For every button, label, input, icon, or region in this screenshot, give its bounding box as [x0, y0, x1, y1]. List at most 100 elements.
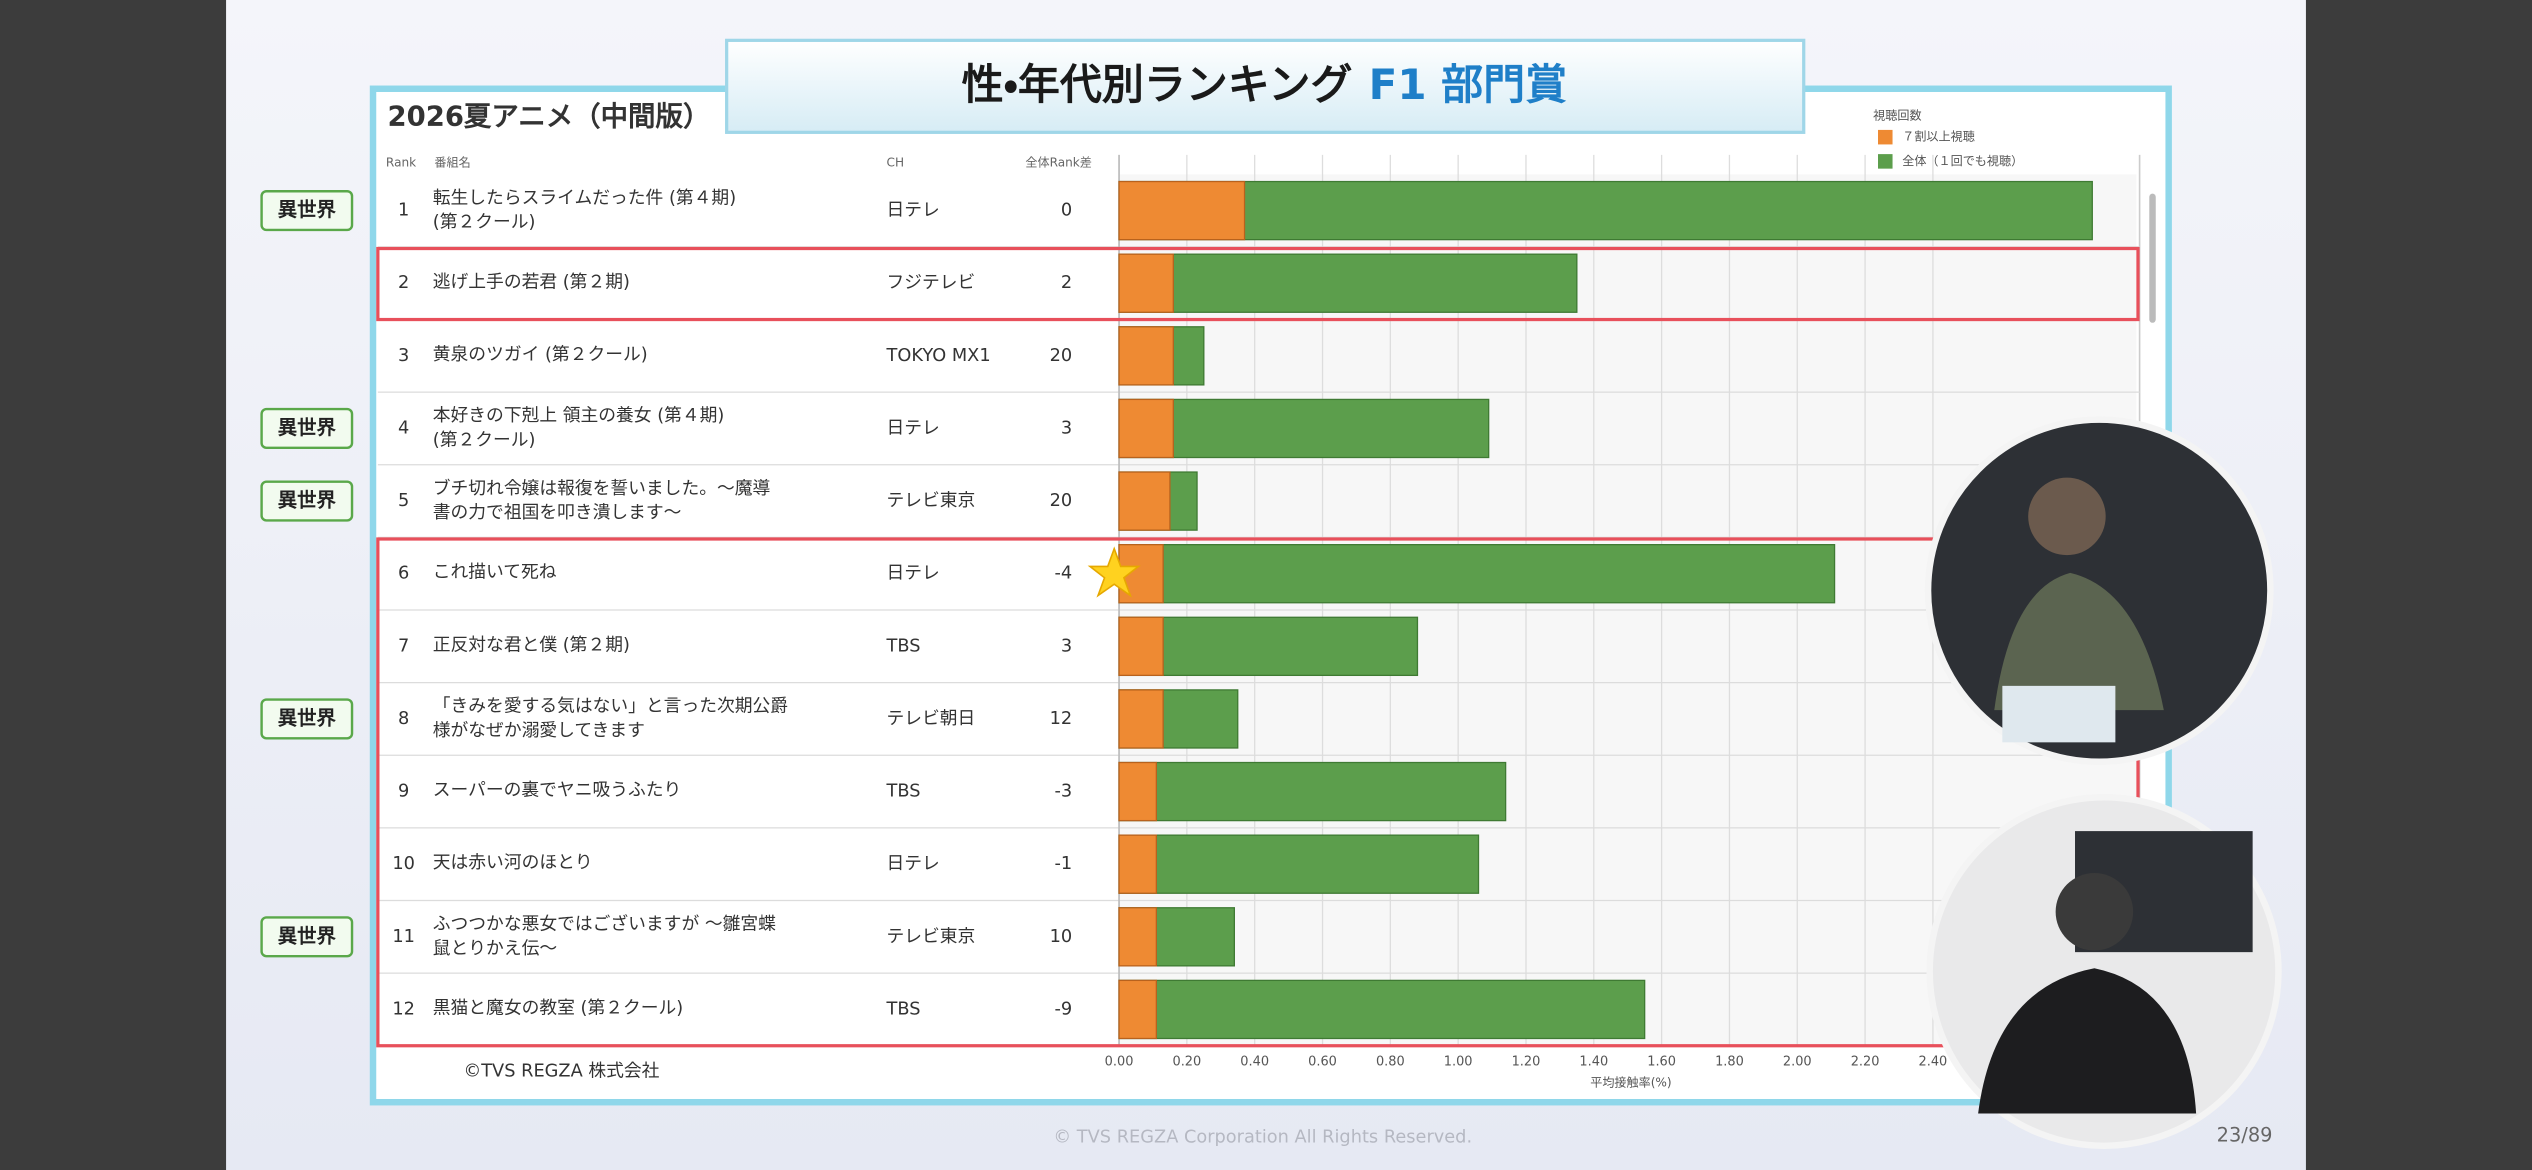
- channel: TBS: [886, 782, 921, 802]
- rank: 8: [398, 709, 409, 729]
- x-tick-label: 2.00: [1783, 1054, 1812, 1069]
- legend-title: 視聴回数: [1873, 108, 1921, 123]
- x-tick-label: 2.40: [1919, 1054, 1948, 1069]
- channel: テレビ朝日: [887, 708, 976, 729]
- program-name-box: 黄泉のツガイ (第２クール): [433, 344, 648, 365]
- tag: 異世界: [278, 416, 337, 439]
- program-name-box: 本好きの下剋上 領主の養女 (第４期) (第２クール): [433, 405, 725, 450]
- slide-title: 性・年代別ランキング F1 部門賞: [962, 60, 1567, 109]
- rank-diff: 0: [1061, 201, 1072, 221]
- tag: 異世界: [278, 706, 337, 729]
- tag-box: [260, 916, 354, 958]
- x-axis-label: 平均接触率(%): [1590, 1074, 1671, 1089]
- x-tick-label: 2.20: [1851, 1054, 1880, 1069]
- program-name-box: 黒猫と魔女の教室 (第２クール): [432, 997, 684, 1019]
- program-name-box: スーパーの裏でヤニ吸うふたり: [432, 779, 682, 801]
- x-tick-label: 1.60: [1647, 1054, 1676, 1069]
- bar: [1118, 471, 1171, 531]
- channel: フジテレビ: [887, 272, 976, 293]
- channel: TOKYO MX1: [886, 346, 991, 366]
- legend-swatch: [1878, 154, 1893, 169]
- scrollbar: [2149, 193, 2156, 323]
- program-name-box: 逃げ上手の若君 (第２期): [432, 271, 630, 293]
- x-tick-label: 0.80: [1376, 1054, 1405, 1069]
- channel: 日テレ: [887, 854, 940, 874]
- legend-label: 全体（１回でも視聴）: [1902, 154, 2023, 168]
- person-body: [1978, 968, 2197, 1114]
- program-name-box: 天は赤い河のほとり: [432, 852, 593, 874]
- chart-title: 2026夏アニメ（中間版）: [388, 101, 711, 132]
- rank: 12: [392, 999, 415, 1019]
- highlight-box: [376, 246, 2140, 322]
- x-tick-label: 0.40: [1240, 1054, 1269, 1069]
- footer: © TVS REGZA Corporation All Rights Reser…: [1053, 1128, 1472, 1148]
- program-name-box: 「きみを愛する気はない」と言った次期公爵 様がなぜか溺愛してきます: [432, 694, 789, 740]
- rank-diff: -3: [1055, 782, 1073, 802]
- person-head: [2028, 477, 2106, 556]
- laptop: [2002, 685, 2116, 743]
- bar: [1118, 616, 1419, 677]
- tag-box: [260, 407, 354, 450]
- bar: [1118, 180, 1246, 241]
- legend-label: ７割以上視聴: [1902, 130, 1975, 144]
- rank: 1: [398, 201, 409, 221]
- camera-overlays: [1924, 416, 2282, 1150]
- bar: [1118, 979, 1158, 1040]
- bar: [1118, 398, 1174, 459]
- program-name: 天は赤い河のほとり: [432, 852, 593, 874]
- tag: 異世界: [278, 924, 337, 947]
- tag-box: [260, 480, 354, 522]
- rank-diff: 3: [1061, 418, 1072, 438]
- bar: [1118, 180, 2093, 241]
- column-header: Rank: [386, 155, 416, 169]
- rank: 10: [392, 854, 415, 874]
- x-tick-label: 0.00: [1105, 1054, 1134, 1069]
- program-name-box: 正反対な君と僕 (第２期): [432, 634, 630, 656]
- rank-diff: -9: [1055, 999, 1073, 1019]
- bar: [1118, 761, 1158, 822]
- highlight-box: [376, 537, 2140, 1048]
- program-name: 正反対な君と僕 (第２期): [432, 634, 630, 656]
- page-number: 23/89: [2217, 1124, 2273, 1147]
- program-name-box: ブチ切れ令嬢は報復を誓いました。～魔導 書の力で祖国を叩き潰します～: [433, 477, 770, 522]
- channel: 日テレ: [887, 564, 940, 584]
- column-header: 番組名: [434, 154, 470, 169]
- channel: テレビ東京: [887, 926, 976, 947]
- program-name: スーパーの裏でヤニ吸うふたり: [432, 779, 682, 801]
- bar: [1118, 834, 1158, 894]
- person-head: [2055, 873, 2134, 951]
- channel: テレビ東京: [887, 490, 976, 511]
- column-header: 全体Rank差: [1025, 155, 1092, 169]
- bar: [1118, 689, 1164, 749]
- rank: 11: [392, 927, 415, 947]
- rank: 7: [398, 636, 409, 656]
- program-name: これ描いて死ね: [432, 561, 557, 583]
- program-name: 逃げ上手の若君 (第２期): [432, 271, 630, 293]
- rank-diff: 10: [1050, 927, 1073, 947]
- rank-diff: 2: [1061, 273, 1072, 293]
- rank: 9: [398, 782, 409, 802]
- bar: [1118, 761, 1507, 822]
- source: ©TVS REGZA 株式会社: [463, 1061, 659, 1082]
- rank: 3: [398, 346, 409, 366]
- rank-diff: 12: [1050, 709, 1073, 729]
- tag: 異世界: [278, 489, 337, 512]
- bar: [1118, 326, 1174, 386]
- bar: [1118, 253, 1174, 313]
- tag-box: [260, 698, 354, 740]
- program-name-box: ふつつかな悪女ではございますが ～雛宮蝶 鼠とりかえ伝～: [433, 913, 776, 958]
- rank-diff: -4: [1055, 564, 1073, 584]
- x-tick-label: 1.40: [1579, 1054, 1608, 1069]
- program-name: 転生したらスライムだった件 (第４期) (第２クール): [432, 186, 737, 232]
- rank-diff: 20: [1050, 491, 1073, 511]
- bar: [1118, 907, 1158, 967]
- legend-swatch: [1878, 129, 1893, 145]
- rank-diff: -1: [1055, 854, 1073, 874]
- program-name: 「きみを愛する気はない」と言った次期公爵 様がなぜか溺愛してきます: [432, 694, 789, 740]
- program-name: 黒猫と魔女の教室 (第２クール): [432, 997, 684, 1019]
- star-icon: [1087, 546, 1141, 598]
- rank: 2: [398, 273, 409, 293]
- bar: [1118, 253, 1578, 313]
- bar: [1118, 398, 1490, 459]
